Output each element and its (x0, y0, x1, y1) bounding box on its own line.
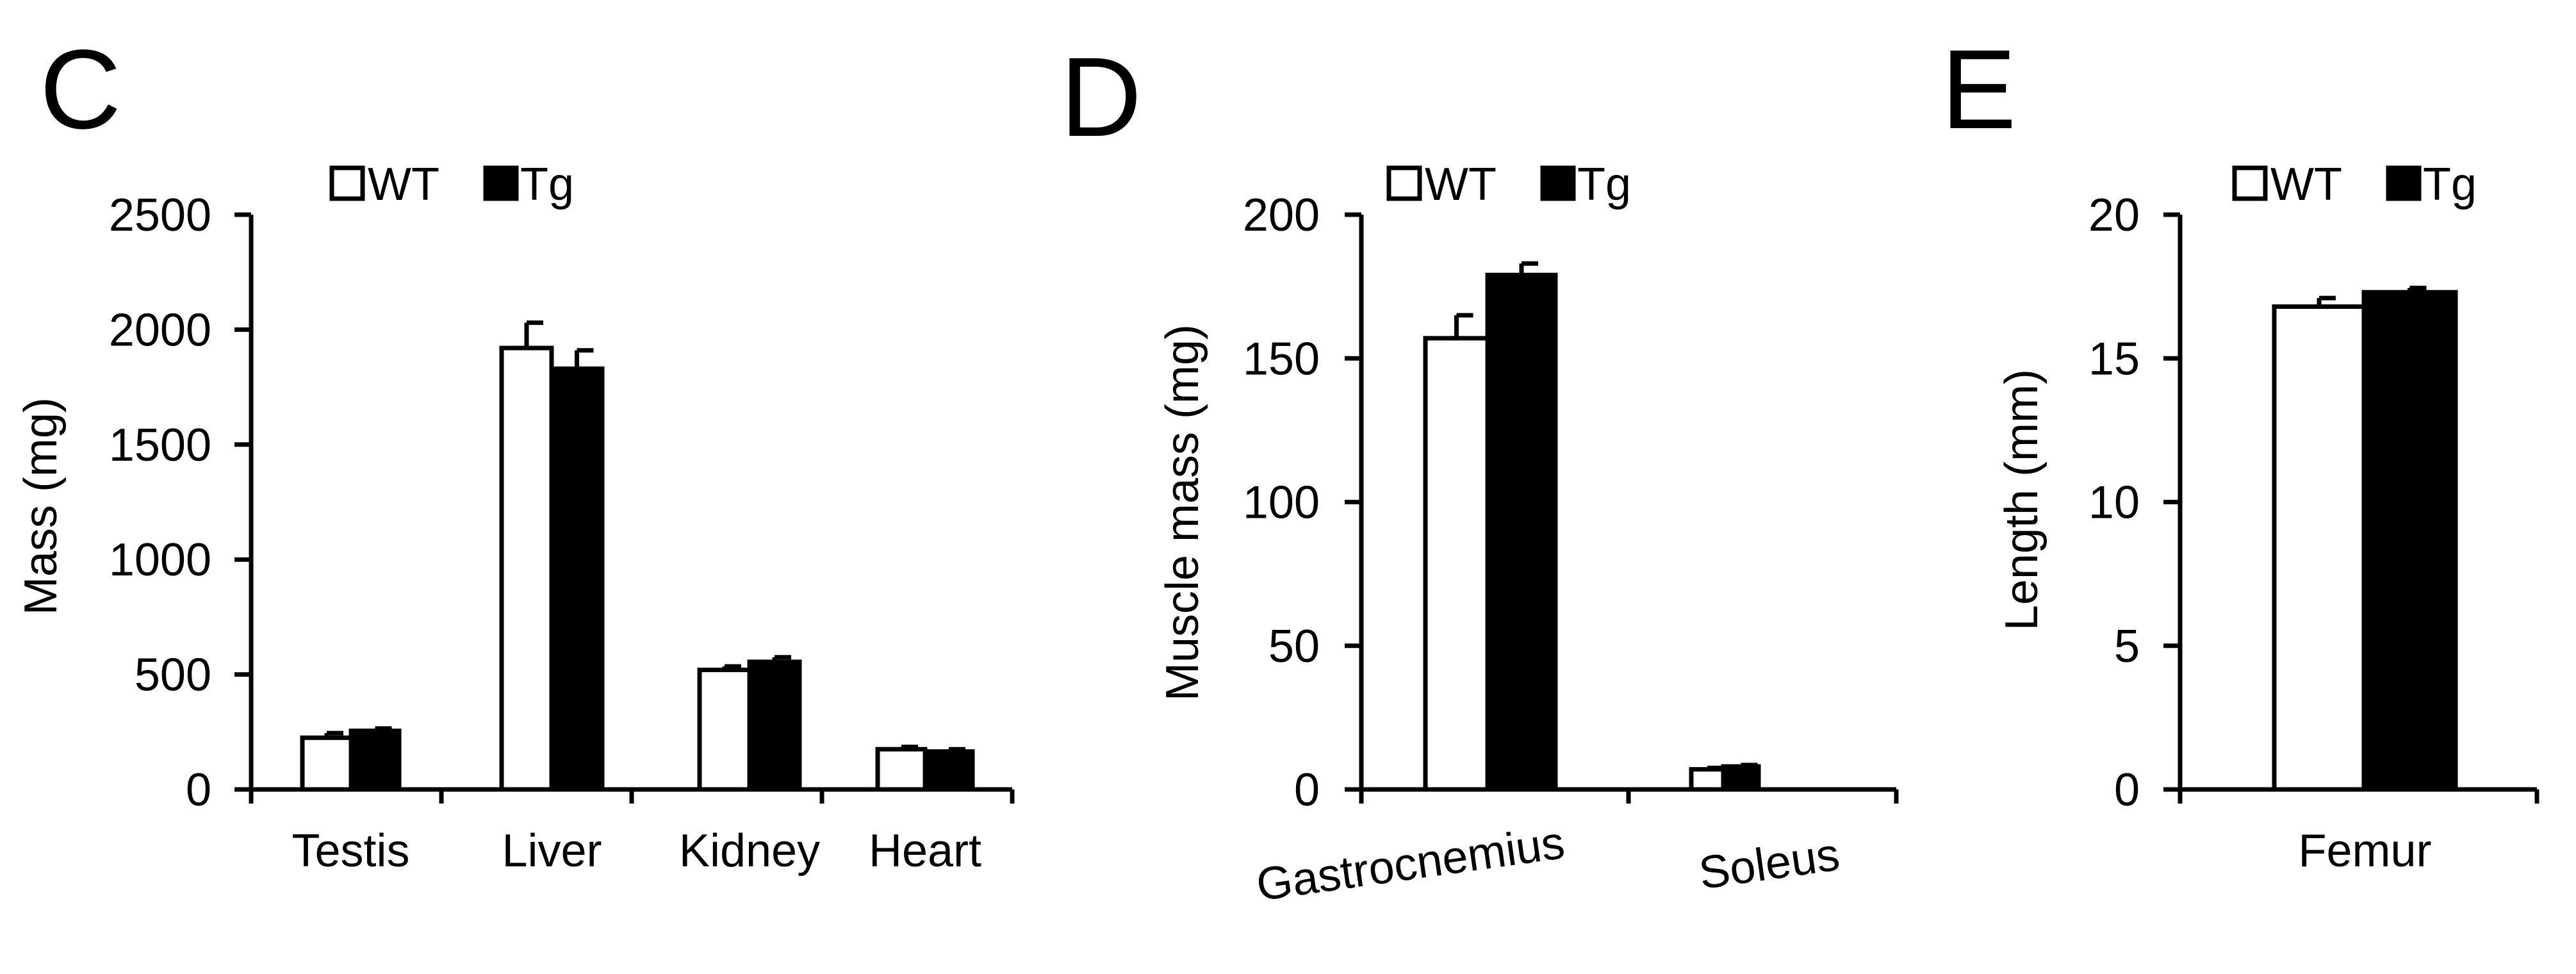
panel-c-bar-tg-testis (349, 729, 402, 792)
panel-c-bar-tg-kidney (747, 659, 802, 792)
panel-d-bar-tg-soleus (1721, 764, 1761, 792)
panel-c-category-label: Testis (291, 825, 409, 877)
panel-d-category-label: Gastrocnemius (1253, 817, 1568, 911)
panel-c: C WT Tg Mass (mg) 0 500 1000 1500 2000 2500 Te… (15, 27, 1015, 877)
panel-d-y-axis-title: Muscle mass (mg) (1157, 324, 1208, 701)
panel-e-y-tick-label: 0 (2114, 764, 2140, 816)
panel-c-legend-wt-swatch (329, 165, 365, 201)
panel-c-legend: WT Tg (329, 159, 574, 210)
panel-e: E WT Tg Length (mm) 0 5 10 15 20 Femur (1941, 27, 2539, 877)
panel-d-legend-wt-label: WT (1425, 159, 1497, 210)
panel-e-legend-tg-label: Tg (2423, 159, 2477, 210)
panel-e-legend-wt-label: WT (2270, 159, 2342, 210)
panel-e-y-axis-title: Length (mm) (1996, 369, 2047, 631)
panel-c-bar-wt-heart (875, 747, 928, 792)
panel-d-y-tick-label: 50 (1268, 621, 1320, 672)
panel-e-legend-wt-swatch (2232, 165, 2268, 201)
panel-c-category-label: Kidney (679, 825, 820, 877)
panel-e-y-tick-label: 5 (2114, 621, 2140, 672)
panel-c-y-tick-label: 0 (186, 764, 211, 816)
panel-d-y-tick-label: 150 (1243, 333, 1320, 384)
panel-d-legend-tg-swatch (1540, 165, 1576, 201)
panel-e-y-tick-label: 15 (2088, 333, 2140, 384)
panel-c-y-tick-label: 2500 (109, 190, 211, 241)
panel-d-bar-wt-gastrocnemius (1423, 336, 1490, 792)
panel-c-letter: C (40, 27, 121, 153)
panel-c-bar-wt-liver (499, 345, 554, 792)
panel-c-bar-tg-liver (549, 366, 605, 792)
panel-c-y-tick-label: 1000 (109, 534, 211, 586)
panel-e-category-label: Femur (2298, 825, 2431, 877)
panel-e-legend: WT Tg (2232, 159, 2477, 210)
panel-c-bar-tg-heart (923, 749, 975, 792)
panel-e-bar-wt-femur (2272, 304, 2367, 792)
panel-d-y-tick-label: 0 (1294, 764, 1320, 816)
panel-d-bar-tg-gastrocnemius (1485, 272, 1558, 792)
panel-c-legend-wt-label: WT (368, 159, 439, 210)
panel-c-bar-wt-kidney (697, 667, 752, 792)
panel-c-bar-wt-testis (300, 735, 354, 792)
panel-c-y-axis-title: Mass (mg) (15, 397, 67, 615)
panel-e-plot: 0 5 10 15 20 Femur (2088, 190, 2539, 877)
panel-e-letter: E (1941, 27, 2016, 153)
panel-d: D WT Tg Muscle mass (mg) 0 50 100 150 200 Gas… (1060, 35, 1899, 911)
panel-d-letter: D (1060, 35, 1142, 160)
panel-c-y-tick-label: 1500 (109, 420, 211, 471)
panel-e-legend-tg-swatch (2386, 165, 2422, 201)
panel-d-plot: 0 50 100 150 200 Gastrocnemius Soleus (1243, 190, 1899, 911)
panel-d-legend-wt-swatch (1386, 165, 1422, 201)
panel-c-plot: 0 500 1000 1500 2000 2500 Testis Liver Kidney Hea… (109, 190, 1015, 877)
panel-e-y-tick-label: 10 (2088, 477, 2140, 529)
panel-d-legend: WT Tg (1386, 159, 1631, 210)
panel-e-bar-tg-femur (2361, 290, 2458, 792)
panel-c-category-label: Heart (869, 825, 981, 877)
panel-c-legend-tg-swatch (483, 165, 519, 201)
panel-c-y-tick-label: 2000 (109, 304, 211, 356)
panel-d-category-label: Soleus (1696, 829, 1842, 899)
panel-c-category-label: Liver (502, 825, 602, 877)
panel-c-y-tick-label: 500 (135, 650, 211, 701)
panel-d-y-tick-label: 200 (1243, 190, 1320, 241)
panel-d-y-tick-label: 100 (1243, 477, 1320, 529)
panel-d-bar-wt-soleus (1689, 767, 1726, 792)
panel-c-legend-tg-label: Tg (520, 159, 574, 210)
panel-e-y-tick-label: 20 (2088, 190, 2140, 241)
panel-d-legend-tg-label: Tg (1577, 159, 1631, 210)
